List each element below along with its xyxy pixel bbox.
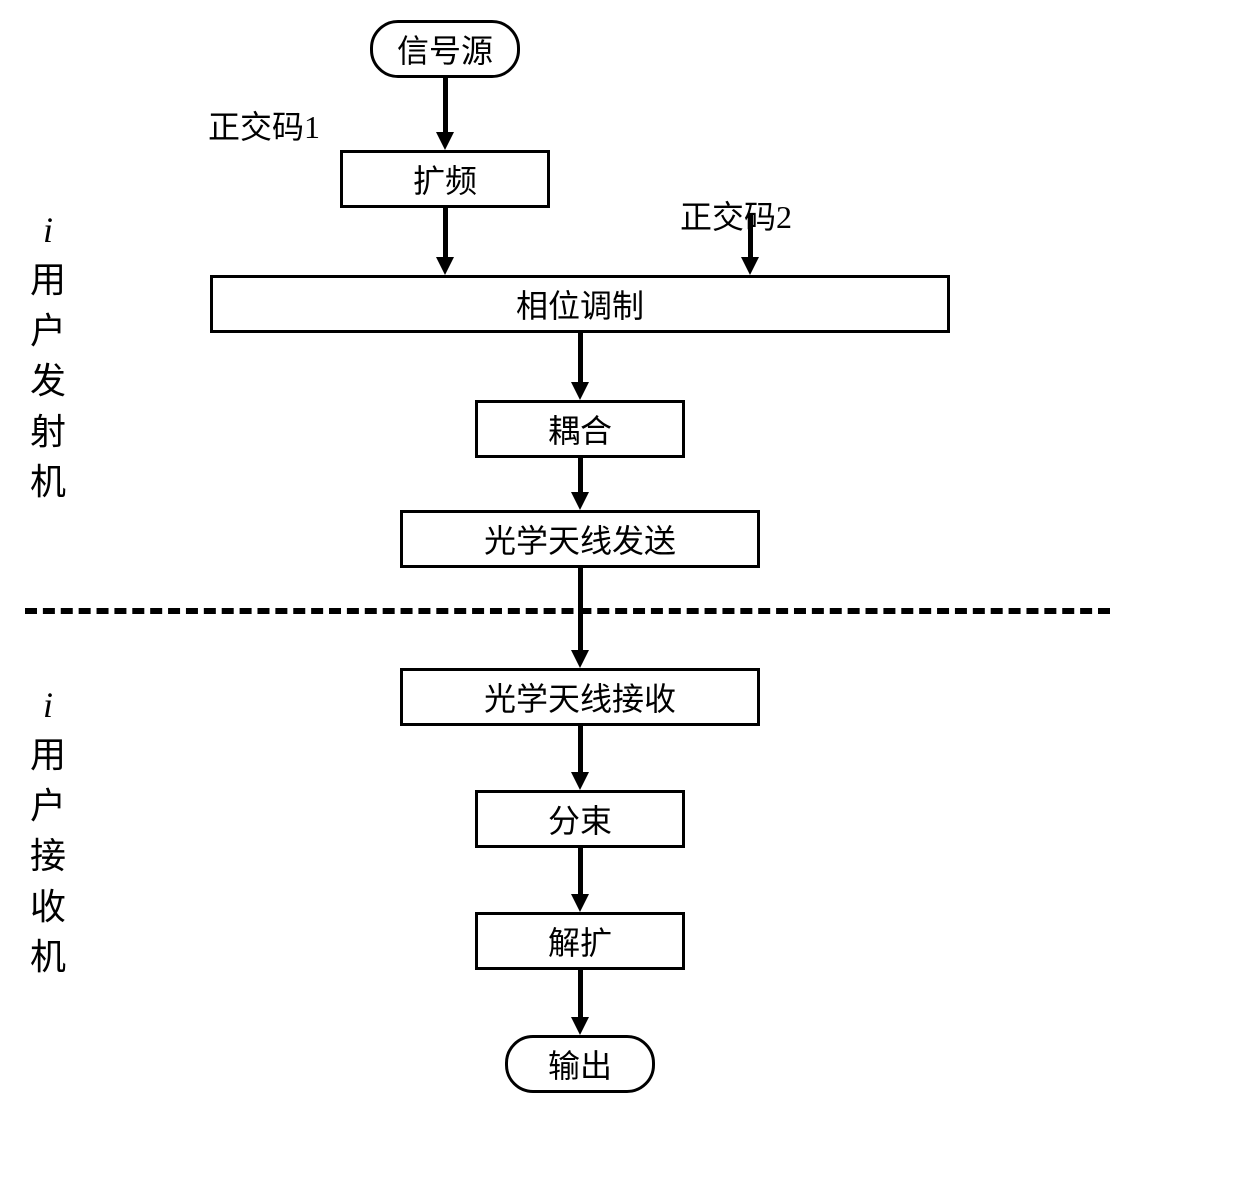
tx-line-0: 用 — [30, 255, 66, 305]
node-spread-label: 扩频 — [413, 156, 477, 202]
node-rx-antenna-label: 光学天线接收 — [484, 674, 676, 720]
rx-line-2: 接 — [30, 831, 66, 881]
node-source-label: 信号源 — [397, 26, 493, 72]
code2-label: 正交码2 — [680, 192, 792, 238]
rx-line-4: 机 — [30, 932, 66, 982]
node-beamsplit-label: 分束 — [548, 796, 612, 842]
rx-line-3: 收 — [30, 882, 66, 932]
node-coupling: 耦合 — [475, 400, 685, 458]
node-source: 信号源 — [370, 20, 520, 78]
node-despread: 解扩 — [475, 912, 685, 970]
tx-i: i — [30, 205, 66, 255]
node-output: 输出 — [505, 1035, 655, 1093]
tx-line-4: 机 — [30, 457, 66, 507]
node-output-label: 输出 — [548, 1041, 612, 1087]
code1-label: 正交码1 — [208, 102, 320, 148]
node-spread: 扩频 — [340, 150, 550, 208]
flowchart-container: i 用 户 发 射 机 i 用 户 接 收 机 正交码1 正交码2 信号源 扩频… — [0, 0, 1240, 1177]
tx-line-3: 射 — [30, 407, 66, 457]
node-despread-label: 解扩 — [548, 918, 612, 964]
node-tx-antenna: 光学天线发送 — [400, 510, 760, 568]
node-tx-antenna-label: 光学天线发送 — [484, 516, 676, 562]
rx-i: i — [30, 680, 66, 730]
rx-side-label: i 用 户 接 收 机 — [30, 680, 66, 982]
divider-line — [25, 608, 1110, 614]
rx-line-1: 户 — [30, 781, 66, 831]
node-beamsplit: 分束 — [475, 790, 685, 848]
node-rx-antenna: 光学天线接收 — [400, 668, 760, 726]
tx-line-2: 发 — [30, 356, 66, 406]
node-coupling-label: 耦合 — [548, 406, 612, 452]
rx-line-0: 用 — [30, 730, 66, 780]
node-phase-mod: 相位调制 — [210, 275, 950, 333]
tx-side-label: i 用 户 发 射 机 — [30, 205, 66, 507]
tx-line-1: 户 — [30, 306, 66, 356]
node-phase-mod-label: 相位调制 — [516, 281, 644, 327]
